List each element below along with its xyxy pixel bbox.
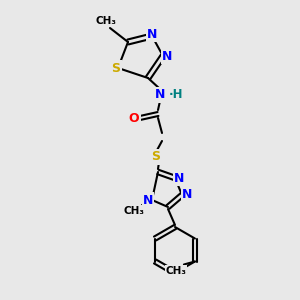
Text: N: N xyxy=(162,50,172,62)
Text: CH₃: CH₃ xyxy=(95,16,116,26)
Text: N: N xyxy=(182,188,192,202)
Text: N: N xyxy=(155,88,165,101)
Text: N: N xyxy=(174,172,184,184)
Text: CH₃: CH₃ xyxy=(165,266,186,275)
Text: S: S xyxy=(152,151,160,164)
Text: O: O xyxy=(129,112,139,124)
Text: N: N xyxy=(143,194,153,206)
Text: N: N xyxy=(147,28,157,40)
Text: S: S xyxy=(112,61,121,74)
Text: ·H: ·H xyxy=(169,88,184,100)
Text: CH₃: CH₃ xyxy=(124,206,145,216)
